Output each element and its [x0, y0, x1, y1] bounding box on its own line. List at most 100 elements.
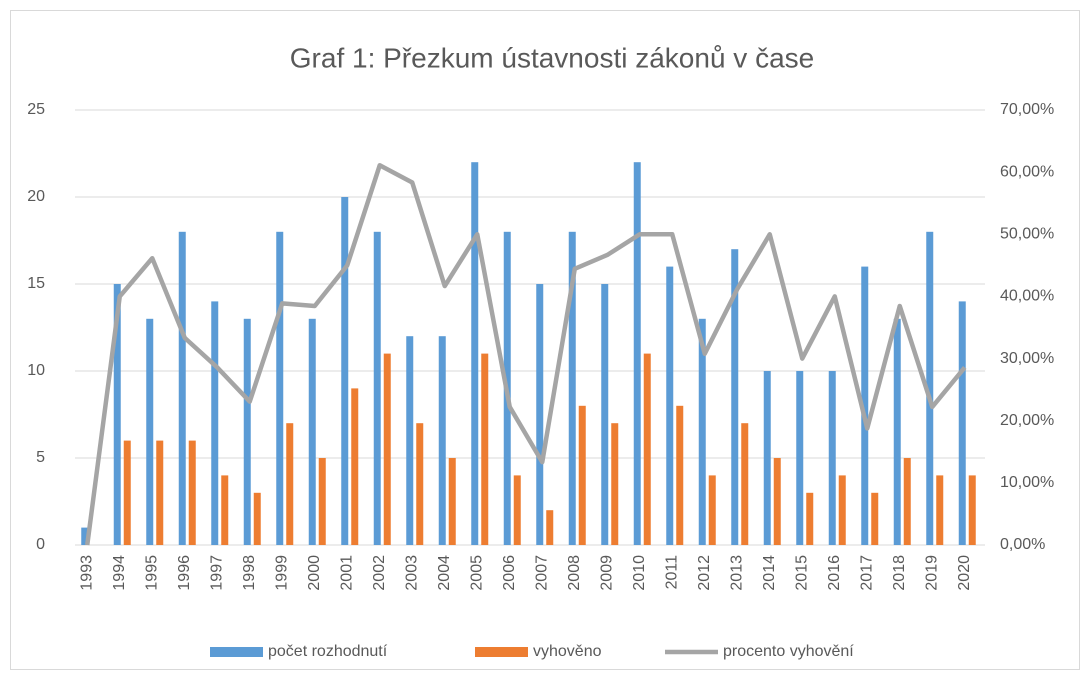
bar — [601, 284, 609, 545]
y-tick-label: 20 — [27, 188, 45, 205]
bar — [568, 231, 576, 546]
bar — [643, 353, 651, 545]
y2-tick-label: 40,00% — [1000, 288, 1054, 305]
bar — [936, 475, 944, 545]
bar — [838, 475, 846, 545]
bar — [243, 318, 251, 545]
bar — [513, 475, 521, 545]
bar — [666, 266, 674, 545]
bar — [481, 353, 489, 545]
x-tick-label: 2014 — [761, 555, 778, 591]
bar — [383, 353, 391, 545]
x-tick-label: 2020 — [956, 555, 973, 591]
y-tick-label: 5 — [36, 449, 45, 466]
y2-tick-label: 70,00% — [1000, 101, 1054, 118]
bar — [178, 231, 186, 546]
bar — [828, 371, 836, 545]
bar — [926, 231, 934, 546]
line — [85, 162, 967, 546]
x-tick-label: 2004 — [436, 555, 453, 591]
bar — [796, 371, 804, 545]
x-tick-label: 2019 — [923, 555, 940, 591]
bar — [438, 336, 446, 545]
bar — [471, 162, 479, 545]
bar — [741, 423, 749, 545]
x-tick-label: 2012 — [696, 555, 713, 591]
bar — [373, 231, 381, 546]
bar — [578, 405, 586, 545]
y2-tick-label: 10,00% — [1000, 474, 1054, 491]
bar — [308, 318, 316, 545]
y-tick-label: 25 — [27, 101, 45, 118]
x-tick-label: 1994 — [111, 555, 128, 591]
bar — [341, 197, 349, 545]
x-tick-label: 1997 — [208, 555, 225, 591]
y-tick-label: 15 — [27, 275, 45, 292]
bar — [968, 475, 976, 545]
x-tick-label: 2006 — [501, 555, 518, 591]
x-tick-label: 2005 — [468, 555, 485, 591]
bar — [188, 440, 196, 545]
x-tick-label: 2003 — [403, 555, 420, 591]
x-tick-label: 2009 — [598, 555, 615, 591]
bar — [731, 249, 739, 545]
bar — [318, 458, 326, 545]
x-tick-label: 1996 — [176, 555, 193, 591]
x-tick-label: 1995 — [143, 555, 160, 591]
bar — [958, 301, 966, 545]
bar — [871, 492, 879, 545]
bar — [81, 527, 89, 545]
y-tick-label: 0 — [36, 536, 45, 553]
legend-label: počet rozhodnutí — [268, 643, 388, 660]
legend-swatch — [475, 647, 528, 657]
chart-title: Graf 1: Přezkum ústavnosti zákonů v čase — [290, 42, 814, 73]
bar — [286, 423, 294, 545]
bar — [773, 458, 781, 545]
legend-label: procento vyhovění — [723, 643, 854, 660]
bar — [113, 284, 121, 545]
bar — [633, 162, 641, 545]
x-tick-label: 2001 — [338, 555, 355, 591]
y2-tick-label: 20,00% — [1000, 412, 1054, 429]
x-tick-label: 2016 — [826, 555, 843, 591]
bar — [253, 492, 261, 545]
bar — [351, 388, 359, 545]
y2-tick-label: 0,00% — [1000, 536, 1045, 553]
bar — [698, 318, 706, 545]
x-tick-label: 2015 — [793, 555, 810, 591]
bar — [146, 318, 154, 545]
bar — [123, 440, 131, 545]
bar — [806, 492, 814, 545]
y2-tick-label: 30,00% — [1000, 350, 1054, 367]
y-tick-label: 10 — [27, 362, 45, 379]
x-tick-label: 2008 — [566, 555, 583, 591]
bar — [546, 510, 554, 545]
bar — [211, 301, 219, 545]
x-tick-label: 2011 — [663, 555, 680, 590]
y2-tick-label: 60,00% — [1000, 163, 1054, 180]
x-tick-label: 2017 — [858, 555, 875, 591]
x-tick-label: 2018 — [891, 555, 908, 591]
bar — [156, 440, 164, 545]
bar — [763, 371, 771, 545]
bar — [611, 423, 619, 545]
x-tick-label: 2010 — [631, 555, 648, 591]
bar — [708, 475, 716, 545]
bar — [276, 231, 284, 546]
x-tick-label: 1998 — [241, 555, 258, 591]
bar — [406, 336, 414, 545]
legend-swatch — [210, 647, 263, 657]
x-tick-label: 2013 — [728, 555, 745, 591]
x-tick-label: 2002 — [371, 555, 388, 591]
x-tick-label: 1993 — [78, 555, 95, 591]
bar — [416, 423, 424, 545]
x-tick-label: 2000 — [306, 555, 323, 591]
bar — [893, 318, 901, 545]
bar — [448, 458, 456, 545]
y2-tick-label: 50,00% — [1000, 226, 1054, 243]
bar — [536, 284, 544, 545]
bar — [676, 405, 684, 545]
x-tick-label: 2007 — [533, 555, 550, 591]
bar — [903, 458, 911, 545]
